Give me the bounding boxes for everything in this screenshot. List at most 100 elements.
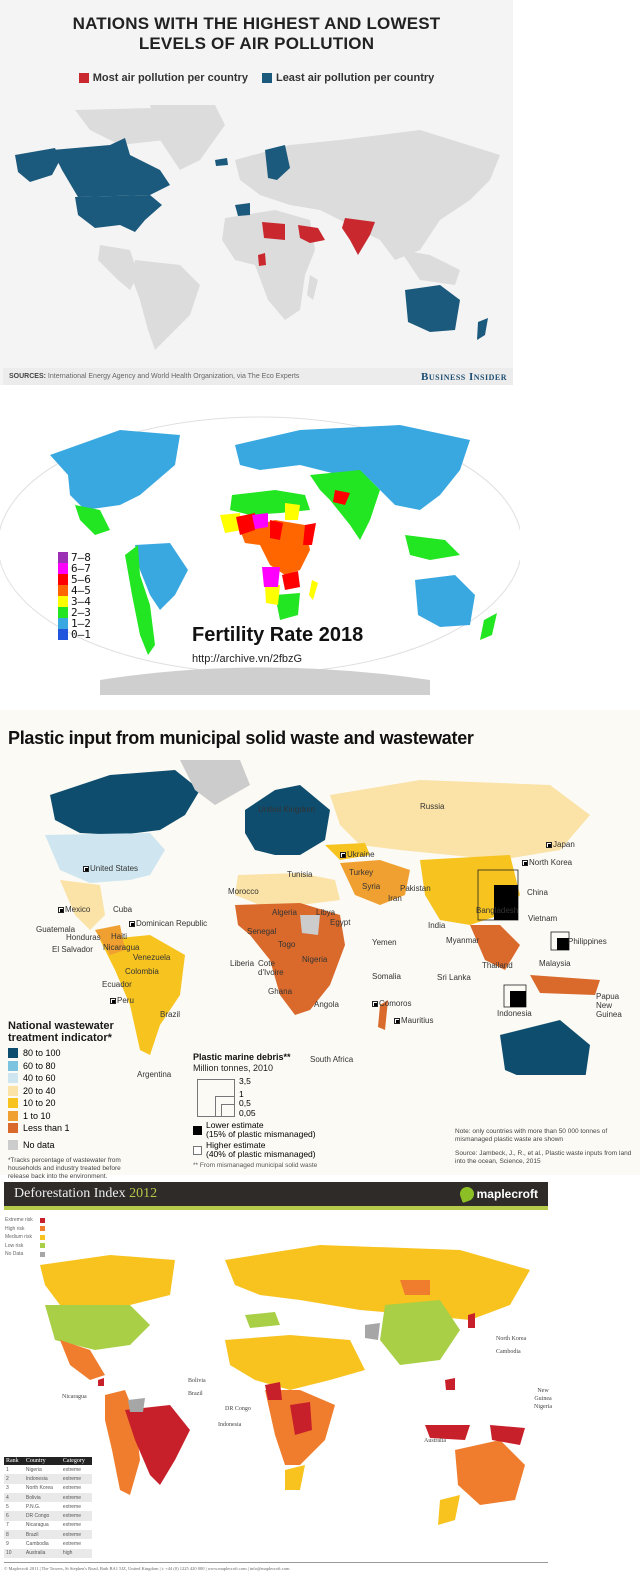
nigeria-extreme bbox=[265, 1382, 282, 1400]
table-row: 2 Indonesia extreme bbox=[4, 1474, 92, 1484]
mongolia-high bbox=[400, 1280, 430, 1295]
guianas-nodata bbox=[128, 1398, 145, 1412]
legend-swatch-0-1 bbox=[58, 629, 68, 640]
greenland-nodata bbox=[180, 760, 250, 805]
label-mauritius: Mauritius bbox=[394, 1016, 433, 1025]
label-bolivia: Bolivia bbox=[188, 1378, 206, 1384]
legend-label-5-6: 5–6 bbox=[71, 573, 91, 586]
label-togo: Togo bbox=[278, 940, 296, 949]
legend-item-40-60: 40 to 60 bbox=[8, 1072, 133, 1085]
air-pollution-world-map bbox=[15, 105, 500, 350]
legend-item-60-80: 60 to 80 bbox=[8, 1060, 133, 1073]
cambodia-extreme bbox=[445, 1378, 455, 1390]
maplecroft-footer: © Maplecroft 2011 | The Towers, St Steph… bbox=[4, 1562, 548, 1571]
south-sudan-nodata bbox=[300, 915, 320, 935]
australia bbox=[405, 285, 460, 332]
legend-extreme-risk: Extreme risk bbox=[5, 1216, 45, 1225]
label-brazil: Brazil bbox=[188, 1391, 203, 1397]
indonesia-green bbox=[405, 535, 460, 560]
legend-high-risk: High risk bbox=[5, 1225, 45, 1234]
fertility-map-panel bbox=[0, 395, 520, 695]
label-iran: Iran bbox=[388, 894, 402, 903]
table-row: 8 Brazil extreme bbox=[4, 1530, 92, 1540]
eurasia bbox=[235, 130, 500, 260]
legend-label-most: Most air pollution per country bbox=[92, 72, 248, 84]
china-lower-estimate-square bbox=[494, 885, 518, 920]
new-zealand bbox=[477, 318, 488, 340]
niger-magenta bbox=[252, 513, 268, 529]
marker-icon bbox=[546, 841, 552, 848]
europe-low bbox=[245, 1312, 280, 1328]
label-angola: Angola bbox=[314, 1000, 339, 1009]
north-america-blue bbox=[50, 430, 180, 510]
table-row: 1 Nigeria extreme bbox=[6, 1466, 81, 1473]
col-rank: Rank bbox=[4, 1457, 24, 1465]
fertility-source-url: http://archive.vn/2fbzG bbox=[192, 653, 303, 665]
alaska bbox=[15, 148, 60, 182]
legend-swatch-6-7 bbox=[58, 563, 68, 574]
united-states bbox=[75, 195, 162, 232]
deforestation-map-panel: Deforestation Index 2012 maplecroft Extr… bbox=[0, 1180, 552, 1583]
legend-label-least: Least air pollution per country bbox=[275, 72, 435, 84]
legend-swatch-2-3 bbox=[58, 607, 68, 618]
wastewater-legend-title: National wastewater treatment indicator* bbox=[8, 1020, 114, 1044]
legend-medium-risk: Medium risk bbox=[5, 1233, 45, 1242]
afghanistan-red bbox=[333, 490, 350, 505]
debris-size-scale: 3,5 1 0,5 0,05 bbox=[193, 1076, 273, 1118]
label-bangladesh: Bangladesh bbox=[476, 906, 519, 915]
table-row: 10 Australia high bbox=[4, 1548, 92, 1558]
label-ukraine: Ukraine bbox=[340, 850, 375, 859]
russia bbox=[330, 780, 590, 860]
debris-footnote: ** From mismanaged municipal solid waste bbox=[193, 1162, 318, 1169]
canada-medium bbox=[40, 1255, 175, 1305]
title-line-2: LEVELS OF AIR POLLUTION bbox=[138, 34, 375, 53]
business-insider-logo: Business Insider bbox=[421, 370, 507, 383]
label-nicaragua: Nicaragua bbox=[103, 943, 140, 952]
label-united-kingdom: United Kingdom bbox=[258, 805, 315, 814]
png-extreme bbox=[490, 1425, 525, 1445]
legend-low-risk: Low risk bbox=[5, 1242, 45, 1251]
label-cuba: Cuba bbox=[113, 905, 133, 914]
label-north-korea: North Korea bbox=[522, 858, 572, 867]
label-ecuador: Ecuador bbox=[102, 980, 132, 989]
label-myanmar: Myanmar bbox=[446, 936, 480, 945]
marker-icon bbox=[394, 1017, 400, 1024]
label-honduras: Honduras bbox=[66, 933, 101, 942]
cameroon bbox=[258, 253, 266, 266]
table-row: 5 P.N.G. extreme bbox=[6, 1503, 81, 1510]
legend-item-1-10: 1 to 10 bbox=[8, 1110, 133, 1123]
plastic-waste-map-panel: Plastic input from municipal solid waste… bbox=[0, 710, 640, 1175]
label-papua-new-guinea: New Guinea Nigeria bbox=[534, 1388, 552, 1410]
label-cambodia: Cambodia bbox=[496, 1349, 521, 1355]
sudan-yellow bbox=[285, 503, 300, 520]
legend-swatch-4-5 bbox=[58, 585, 68, 596]
label-syria: Syria bbox=[362, 882, 381, 891]
plastic-note: Note: only countries with more than 50 0… bbox=[455, 1128, 608, 1143]
plastic-source: Source: Jambeck, J., R., et al., Plastic… bbox=[455, 1150, 632, 1165]
label-russia: Russia bbox=[420, 802, 445, 811]
ukraine-region bbox=[325, 843, 370, 860]
antarctica bbox=[100, 667, 430, 695]
indonesia-lower-estimate-square bbox=[510, 991, 526, 1007]
legend-swatch-5-6 bbox=[58, 574, 68, 585]
madagascar bbox=[307, 275, 318, 300]
debris-legend-title: Plastic marine debris** bbox=[193, 1052, 291, 1062]
deforestation-world-map bbox=[40, 1245, 530, 1525]
label-japan: Japan bbox=[546, 840, 575, 849]
saudi-arabia bbox=[298, 225, 325, 243]
iceland bbox=[215, 158, 228, 166]
sweden-finland bbox=[265, 145, 290, 180]
debris-legend-subtitle: Million tonnes, 2010 bbox=[193, 1063, 274, 1073]
brazil-blue bbox=[135, 543, 188, 610]
label-nigeria: Nigeria bbox=[302, 955, 328, 964]
label-papua-new-guinea: Papua New Guinea bbox=[596, 992, 622, 1019]
dr-congo-extreme bbox=[290, 1402, 312, 1435]
australia-blue bbox=[415, 575, 475, 627]
legend-no-data: No Data bbox=[5, 1250, 45, 1259]
debris-legend: Plastic marine debris** Million tonnes, … bbox=[193, 1052, 317, 1169]
legend-item-10-20: 10 to 20 bbox=[8, 1097, 133, 1110]
label-cote-divoire: Cote d'Ivoire bbox=[258, 959, 284, 977]
marker-icon bbox=[340, 851, 346, 858]
colombia-ecuador bbox=[95, 925, 125, 955]
legend-swatch-3-4 bbox=[58, 596, 68, 607]
